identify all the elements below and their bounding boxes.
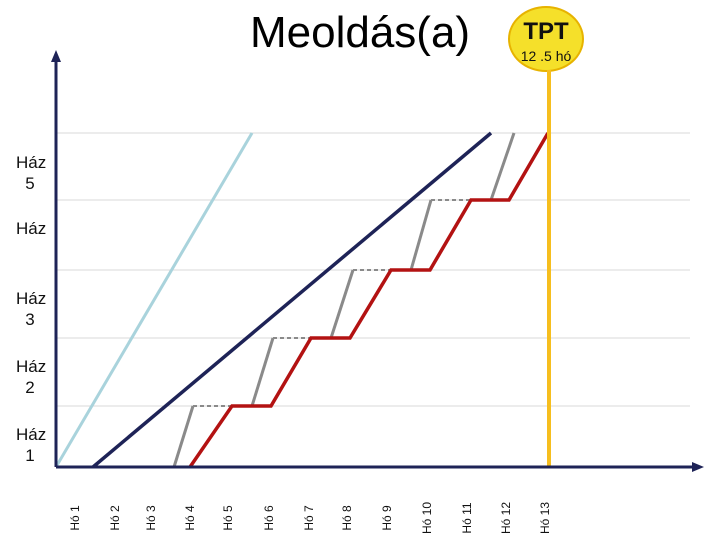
x-label-ho-4: Hó 4 — [183, 505, 197, 531]
gray-dashed-plateaus — [193, 199, 471, 407]
x-label-ho-13: Hó 13 — [538, 501, 552, 535]
x-label-ho-12: Hó 12 — [499, 501, 513, 535]
x-axis-arrow-icon — [692, 462, 704, 472]
tpt-label: TPT — [523, 18, 569, 45]
x-label-ho-8: Hó 8 — [340, 505, 354, 531]
y-label-haz-3: Ház 3 — [16, 289, 47, 329]
y-label-haz-4: Ház — [16, 219, 47, 238]
page-title: Meoldás(a) — [250, 8, 471, 57]
tpt-value: 12 .5 hó — [520, 48, 572, 64]
red-step-line — [188, 132, 550, 468]
y-axis-arrow-icon — [51, 50, 61, 62]
x-label-ho-3: Hó 3 — [144, 505, 158, 531]
x-label-ho-7: Hó 7 — [302, 505, 316, 531]
navy-line — [91, 131, 493, 469]
tpt-badge: TPT 12 .5 hó — [508, 6, 584, 72]
x-label-ho-10: Hó 10 — [420, 501, 434, 535]
x-label-ho-2: Hó 2 — [108, 505, 122, 531]
x-label-ho-1: Hó 1 — [68, 505, 82, 531]
x-label-ho-5: Hó 5 — [221, 505, 235, 531]
gray-step-line — [172, 132, 516, 468]
x-label-ho-6: Hó 6 — [262, 505, 276, 531]
y-label-haz-5: Ház 5 — [16, 153, 47, 193]
y-label-haz-2: Ház 2 — [16, 357, 47, 397]
y-label-haz-1: Ház 1 — [16, 425, 47, 465]
light-blue-line — [54, 132, 254, 468]
grid-lines — [56, 132, 690, 407]
x-label-ho-9: Hó 9 — [380, 505, 394, 531]
x-label-ho-11: Hó 11 — [460, 502, 474, 534]
